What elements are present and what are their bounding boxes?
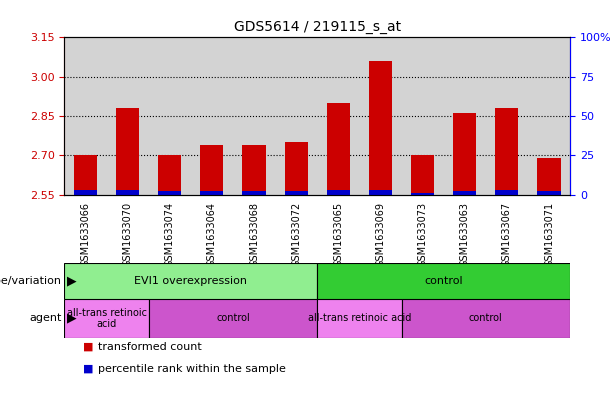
Bar <box>402 37 444 195</box>
Bar <box>200 191 224 195</box>
Bar <box>242 191 265 195</box>
Bar <box>453 191 476 195</box>
Bar <box>284 142 308 195</box>
Bar <box>538 191 561 195</box>
Text: all-trans retinoic acid: all-trans retinoic acid <box>308 313 411 323</box>
Text: ▶: ▶ <box>67 274 77 288</box>
Bar <box>453 113 476 195</box>
Text: ■: ■ <box>83 342 93 352</box>
Text: ■: ■ <box>83 364 93 373</box>
Bar <box>64 37 107 195</box>
Bar <box>369 190 392 195</box>
Bar <box>284 191 308 195</box>
Bar <box>411 193 434 195</box>
Text: transformed count: transformed count <box>98 342 202 352</box>
Bar <box>528 37 570 195</box>
Bar <box>107 37 148 195</box>
Text: control: control <box>469 313 503 323</box>
Text: control: control <box>216 313 250 323</box>
Bar <box>318 263 570 299</box>
Bar <box>369 61 392 195</box>
Bar <box>148 37 191 195</box>
Bar <box>444 37 485 195</box>
Bar <box>327 103 350 195</box>
Text: control: control <box>424 276 463 286</box>
Bar <box>148 299 318 338</box>
Bar <box>74 190 97 195</box>
Bar <box>116 190 139 195</box>
Text: ▶: ▶ <box>67 312 77 325</box>
Bar <box>116 108 139 195</box>
Bar <box>74 155 97 195</box>
Bar <box>64 263 318 299</box>
Bar <box>411 155 434 195</box>
Text: percentile rank within the sample: percentile rank within the sample <box>98 364 286 373</box>
Bar <box>191 37 233 195</box>
Bar <box>64 299 148 338</box>
Bar <box>318 299 402 338</box>
Text: all-trans retinoic
acid: all-trans retinoic acid <box>66 308 147 329</box>
Bar <box>318 37 359 195</box>
Bar <box>158 191 181 195</box>
Bar <box>327 190 350 195</box>
Bar <box>485 37 528 195</box>
Title: GDS5614 / 219115_s_at: GDS5614 / 219115_s_at <box>234 20 401 33</box>
Bar <box>495 108 519 195</box>
Bar <box>158 155 181 195</box>
Text: agent: agent <box>29 313 61 323</box>
Text: genotype/variation: genotype/variation <box>0 276 61 286</box>
Bar <box>538 158 561 195</box>
Bar <box>275 37 318 195</box>
Text: EVI1 overexpression: EVI1 overexpression <box>134 276 247 286</box>
Bar <box>233 37 275 195</box>
Bar <box>402 299 570 338</box>
Bar <box>242 145 265 195</box>
Bar <box>495 190 519 195</box>
Bar <box>200 145 224 195</box>
Bar <box>359 37 402 195</box>
